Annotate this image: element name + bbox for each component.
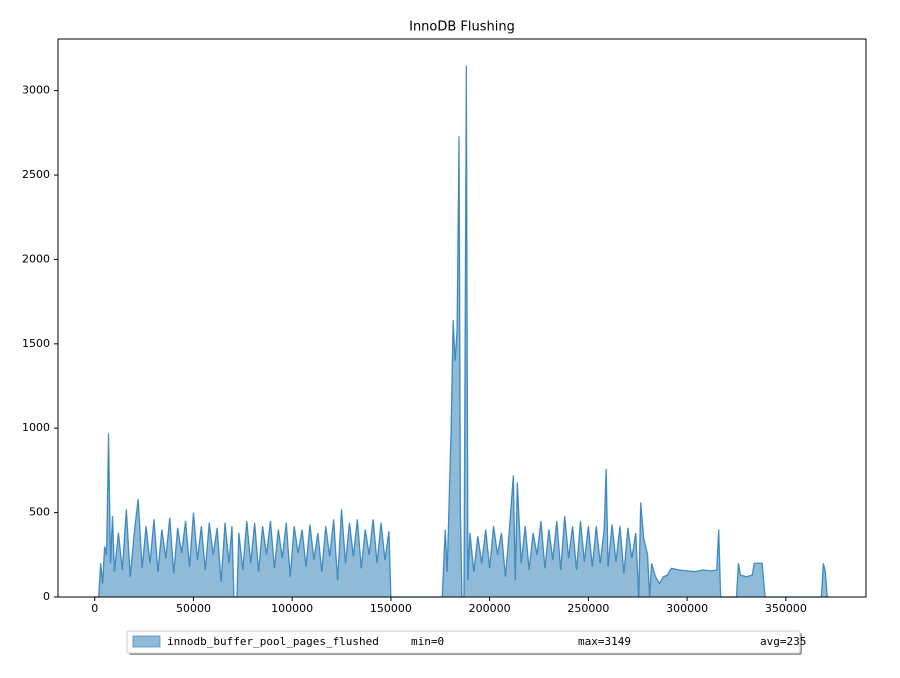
legend-stat: min=0 [411, 635, 444, 648]
area-fill [94, 65, 830, 597]
legend-swatch [132, 635, 161, 648]
chart-title: InnoDB Flushing [409, 20, 515, 35]
x-tick-label: 150000 [370, 602, 412, 615]
y-tick-label: 500 [29, 506, 50, 519]
x-tick-label: 200000 [469, 602, 511, 615]
plot-frame [57, 38, 867, 598]
legend-label: innodb_buffer_pool_pages_flushed [167, 635, 379, 648]
legend-stat: avg=235 [760, 635, 806, 648]
legend-stat: max=3149 [578, 635, 631, 648]
x-tick-label: 250000 [567, 602, 609, 615]
y-tick-label: 3000 [22, 84, 50, 97]
area-line [94, 65, 830, 598]
y-tick-label: 2500 [22, 168, 50, 181]
x-tick-label: 350000 [765, 602, 807, 615]
x-tick-label: 50000 [176, 602, 211, 615]
y-tick-label: 2000 [22, 252, 50, 265]
x-tick-label: 300000 [666, 602, 708, 615]
x-tick-label: 100000 [271, 602, 313, 615]
y-tick-label: 1500 [22, 337, 50, 350]
y-tick-label: 0 [43, 590, 50, 603]
legend-box [126, 630, 801, 654]
x-tick-label: 0 [91, 602, 98, 615]
y-tick-label: 1000 [22, 421, 50, 434]
